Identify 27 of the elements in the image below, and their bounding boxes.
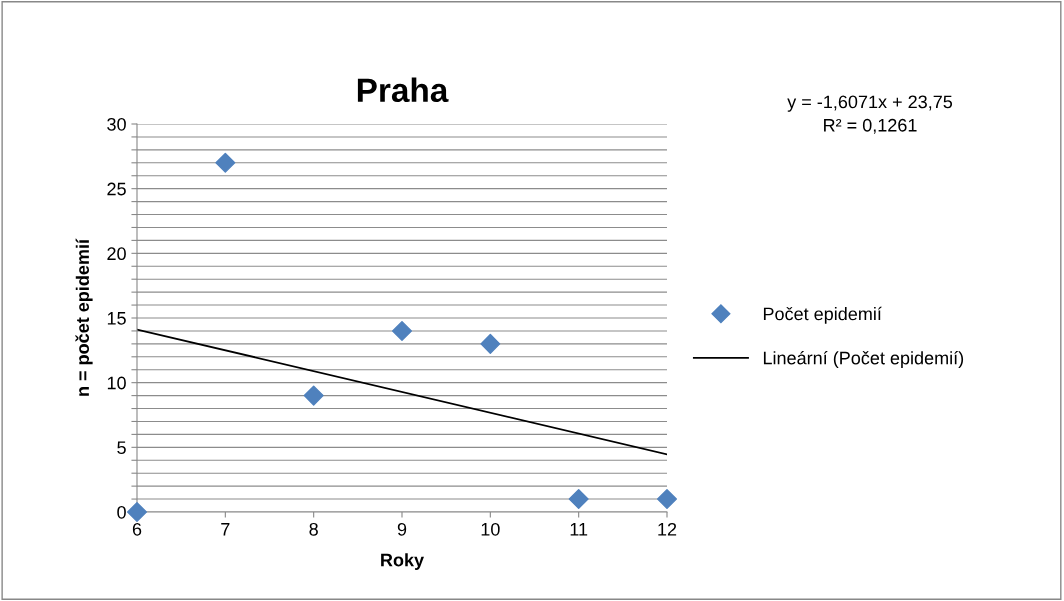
point	[480, 333, 501, 354]
x-tick-label: 12	[658, 522, 677, 536]
point	[215, 152, 236, 173]
y-tick-label: 20	[107, 247, 126, 261]
y-tick-label: 5	[117, 441, 126, 455]
x-tick-label: 9	[397, 522, 407, 536]
y-tick-label: 15	[107, 312, 126, 325]
y-tick-label: 10	[107, 376, 126, 390]
x-tick-label: 7	[221, 523, 230, 536]
y-tick-label: 25	[107, 182, 126, 196]
y-axis-title: n = počet epidemií	[75, 238, 93, 396]
point	[568, 489, 589, 510]
x-tick-label: 10	[481, 522, 500, 536]
x-axis-title: Roky	[381, 553, 424, 570]
x-tick-label: 6	[132, 522, 142, 536]
x-tick-label: 8	[309, 522, 318, 536]
y-tick-label: 0	[117, 505, 126, 519]
x-tick-label: 11	[570, 523, 588, 536]
point	[303, 385, 324, 406]
y-tick-label: 30	[107, 117, 126, 131]
point	[656, 489, 678, 510]
text: y = -1,6071x + 23,75 R² = 0,1261	[787, 95, 953, 134]
point	[391, 320, 413, 341]
chart-title: Praha	[357, 77, 449, 103]
point	[126, 501, 148, 523]
legend-label: Počet epidemií	[763, 306, 882, 324]
legend-label: Lineární (Počet epidemií)	[763, 350, 964, 368]
